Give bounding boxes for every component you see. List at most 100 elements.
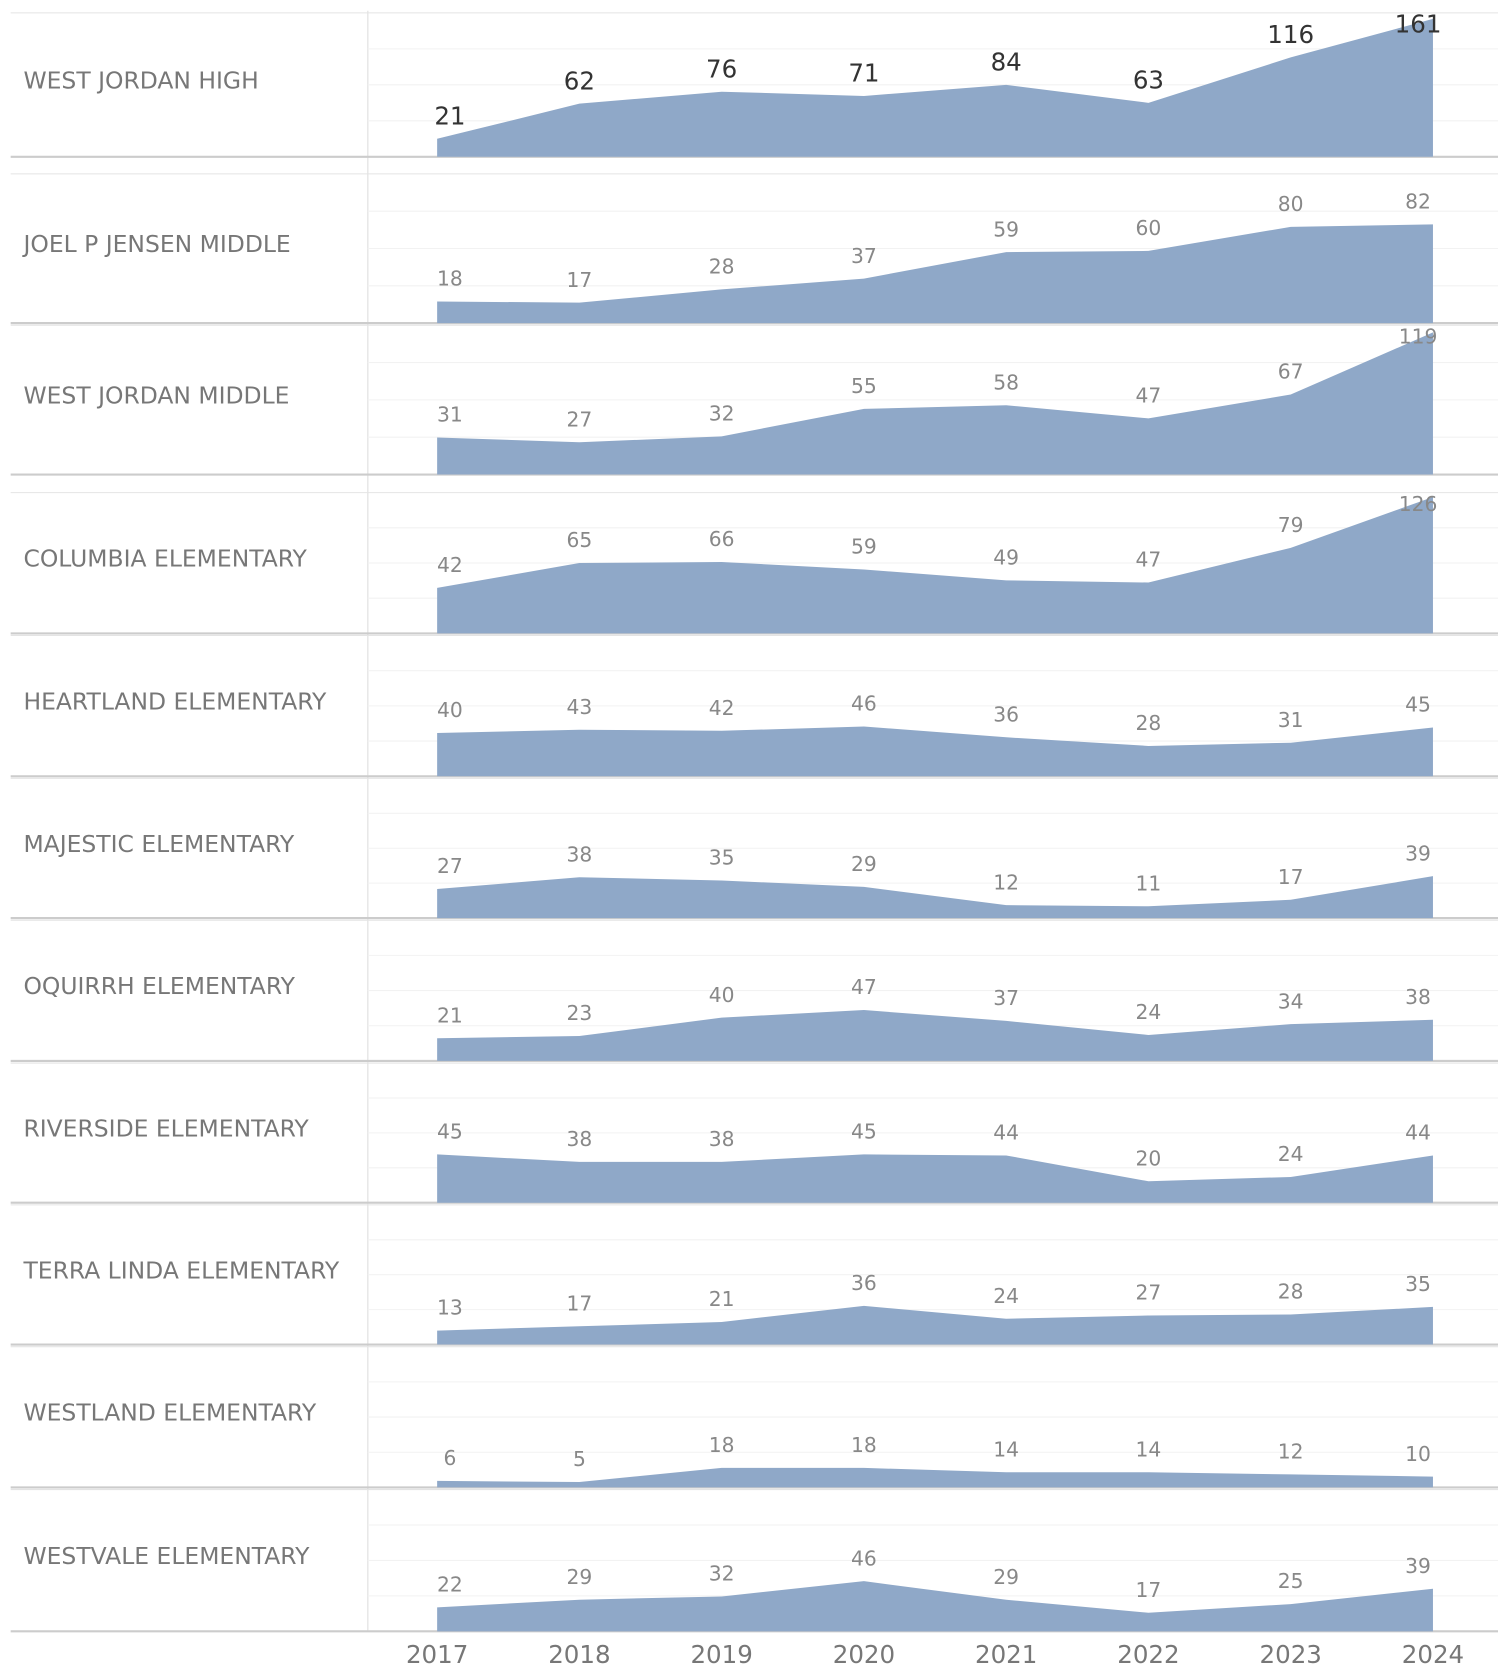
value-label: 24 <box>1136 1000 1162 1024</box>
value-label: 37 <box>851 244 877 268</box>
value-label: 84 <box>991 48 1022 77</box>
value-label: 32 <box>709 1562 735 1586</box>
value-label: 39 <box>1405 1554 1431 1578</box>
x-tick-label: 2018 <box>548 1640 610 1669</box>
value-label: 14 <box>1136 1437 1162 1461</box>
value-label: 38 <box>709 1127 735 1151</box>
value-label: 62 <box>564 66 595 95</box>
area <box>437 224 1433 324</box>
x-tick-label: 2019 <box>690 1640 752 1669</box>
value-label: 29 <box>567 1565 593 1589</box>
value-label: 45 <box>437 1120 463 1144</box>
area <box>437 18 1433 157</box>
value-label: 35 <box>709 846 735 870</box>
x-tick-label: 2017 <box>406 1640 468 1669</box>
area <box>437 1010 1433 1061</box>
value-label: 59 <box>993 217 1019 241</box>
value-label: 31 <box>1278 708 1304 732</box>
value-label: 65 <box>567 528 593 552</box>
value-label: 25 <box>1278 1569 1304 1593</box>
value-label: 35 <box>1405 1272 1431 1296</box>
value-label: 28 <box>1136 711 1162 735</box>
area <box>437 726 1433 777</box>
series-name: TERRA LINDA ELEMENTARY <box>22 1256 339 1284</box>
value-label: 36 <box>851 1271 877 1295</box>
area <box>437 1154 1433 1203</box>
value-label: 28 <box>709 255 735 279</box>
value-label: 17 <box>567 268 593 292</box>
value-label: 27 <box>1136 1281 1162 1305</box>
value-label: 31 <box>437 403 463 427</box>
series-name: WEST JORDAN HIGH <box>23 66 258 94</box>
value-label: 18 <box>437 267 463 291</box>
value-label: 6 <box>443 1446 456 1470</box>
value-label: 37 <box>993 986 1019 1010</box>
x-tick-label: 2024 <box>1402 1640 1464 1669</box>
series-name: MAJESTIC ELEMENTARY <box>23 830 294 858</box>
area <box>437 876 1433 919</box>
value-label: 47 <box>851 975 877 999</box>
area <box>437 1305 1433 1345</box>
value-label: 29 <box>993 1565 1019 1589</box>
value-label: 38 <box>1405 985 1431 1009</box>
value-label: 49 <box>993 546 1019 570</box>
series-name: RIVERSIDE ELEMENTARY <box>23 1115 309 1143</box>
value-label: 119 <box>1399 325 1438 349</box>
value-label: 5 <box>573 1447 586 1471</box>
value-label: 27 <box>437 854 463 878</box>
value-label: 20 <box>1136 1146 1162 1170</box>
series-name: HEARTLAND ELEMENTARY <box>23 688 327 716</box>
series-name: WEST JORDAN MIDDLE <box>23 381 289 409</box>
value-label: 38 <box>567 1127 593 1151</box>
value-label: 40 <box>709 983 735 1007</box>
area <box>437 1467 1433 1488</box>
series-name: WESTVALE ELEMENTARY <box>23 1542 310 1570</box>
value-label: 40 <box>437 698 463 722</box>
value-label: 63 <box>1133 66 1164 95</box>
value-label: 126 <box>1399 492 1438 516</box>
value-label: 17 <box>567 1291 593 1315</box>
value-label: 18 <box>851 1433 877 1457</box>
value-label: 10 <box>1405 1442 1431 1466</box>
value-label: 11 <box>1136 871 1162 895</box>
value-label: 45 <box>851 1120 877 1144</box>
value-label: 29 <box>851 852 877 876</box>
area <box>437 332 1433 475</box>
value-label: 21 <box>434 101 465 130</box>
value-label: 66 <box>709 527 735 551</box>
value-label: 17 <box>1278 865 1304 889</box>
x-tick-label: 2023 <box>1260 1640 1322 1669</box>
value-label: 32 <box>709 401 735 425</box>
value-label: 14 <box>993 1437 1019 1461</box>
value-label: 60 <box>1136 216 1162 240</box>
value-label: 42 <box>709 696 735 720</box>
series-name: JOEL P JENSEN MIDDLE <box>21 230 290 258</box>
value-label: 24 <box>1278 1142 1304 1166</box>
value-label: 23 <box>567 1001 593 1025</box>
value-label: 71 <box>848 59 879 88</box>
value-label: 43 <box>567 695 593 719</box>
value-label: 67 <box>1278 360 1304 384</box>
value-label: 76 <box>706 54 737 83</box>
value-label: 116 <box>1267 20 1314 49</box>
area <box>437 1581 1433 1632</box>
value-label: 46 <box>851 692 877 716</box>
value-label: 28 <box>1278 1280 1304 1304</box>
area <box>437 496 1433 634</box>
value-label: 59 <box>851 535 877 559</box>
series-name: OQUIRRH ELEMENTARY <box>23 972 295 1000</box>
value-label: 58 <box>993 370 1019 394</box>
value-label: 161 <box>1395 10 1442 39</box>
value-label: 21 <box>709 1287 735 1311</box>
value-label: 39 <box>1405 841 1431 865</box>
value-label: 34 <box>1278 989 1304 1013</box>
value-label: 17 <box>1136 1578 1162 1602</box>
x-tick-label: 2022 <box>1117 1640 1179 1669</box>
value-label: 47 <box>1136 548 1162 572</box>
value-label: 44 <box>1405 1121 1431 1145</box>
value-label: 79 <box>1278 513 1304 537</box>
value-label: 12 <box>993 870 1019 894</box>
value-label: 21 <box>437 1003 463 1027</box>
value-label: 55 <box>851 374 877 398</box>
value-label: 80 <box>1278 192 1304 216</box>
